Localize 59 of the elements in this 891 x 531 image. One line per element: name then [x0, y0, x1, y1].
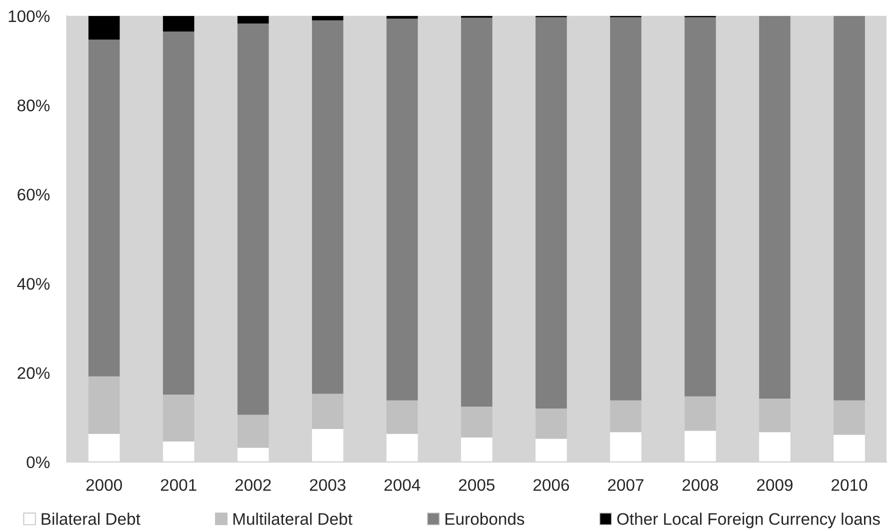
x-tick-label: 2009 — [757, 479, 793, 491]
bar — [88, 434, 120, 462]
bar — [386, 16, 418, 19]
y-tick-label: 0% — [26, 456, 50, 468]
legend-label: Bilateral Debt — [42, 512, 140, 525]
y-tick-label: 60% — [18, 188, 50, 201]
x-tick-label: 2007 — [608, 479, 644, 491]
bar — [162, 16, 194, 32]
bar — [386, 18, 418, 400]
bar — [312, 394, 344, 429]
bar — [162, 441, 194, 462]
x-tick-label: 2001 — [160, 479, 196, 491]
bar — [88, 16, 120, 40]
bar — [834, 16, 865, 400]
bar — [834, 434, 865, 462]
y-tick-label: 40% — [17, 278, 50, 290]
bar — [88, 376, 120, 434]
bar — [237, 24, 269, 415]
x-tick-label: 2000 — [86, 479, 122, 491]
x-tick-label: 2010 — [832, 479, 868, 491]
x-tick-label: 2004 — [384, 479, 420, 491]
bar — [536, 17, 567, 408]
y-tick-label: 20% — [18, 367, 50, 379]
bar — [237, 414, 269, 448]
x-tick-label: 2006 — [534, 479, 570, 491]
bar — [684, 396, 716, 431]
bar — [162, 394, 194, 442]
legend-label: Other Local Foreign Currency loans — [617, 512, 880, 528]
x-tick-label: 2005 — [458, 479, 495, 491]
bar — [610, 400, 642, 432]
bar — [684, 17, 716, 396]
bar — [88, 40, 120, 376]
bar — [536, 438, 567, 462]
bar — [536, 408, 567, 439]
bar — [312, 20, 344, 394]
bar — [610, 17, 642, 400]
bar — [759, 432, 790, 462]
bar — [610, 432, 642, 462]
bar — [759, 16, 790, 399]
bar — [237, 448, 269, 462]
x-tick-label: 2002 — [235, 479, 271, 491]
bar — [162, 32, 194, 395]
bar — [834, 400, 865, 435]
x-tick-label: 2003 — [310, 479, 346, 491]
y-tick-label: 100% — [8, 10, 50, 22]
legend-label: Eurobonds — [446, 512, 524, 525]
x-tick-label: 2008 — [682, 479, 718, 491]
bar — [461, 406, 492, 438]
bar — [386, 400, 418, 434]
bar — [461, 18, 492, 407]
legend-label: Multilateral Debt — [233, 512, 352, 525]
bar — [759, 398, 790, 432]
bar — [461, 437, 492, 462]
bar — [386, 434, 418, 462]
bar — [312, 16, 344, 20]
bar — [312, 428, 344, 462]
bar — [237, 16, 269, 24]
bar — [684, 430, 716, 462]
y-tick-label: 80% — [18, 100, 50, 112]
